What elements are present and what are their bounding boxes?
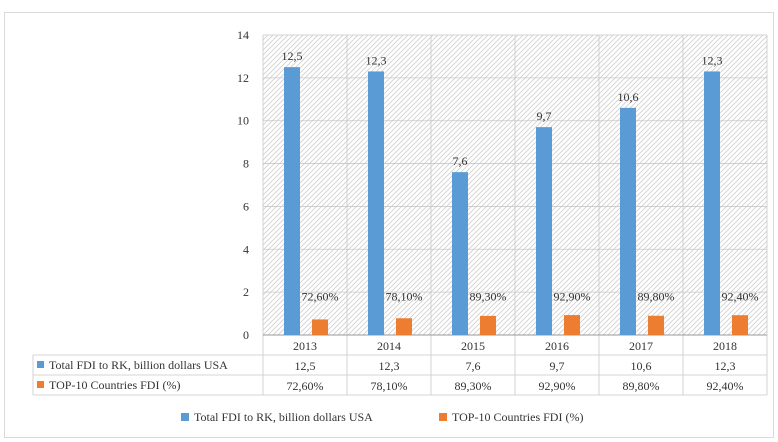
table-cell-top10-fdi: 89,80% [623,379,660,393]
bar-total-fdi [620,107,636,335]
bar-top10-fdi [312,319,328,335]
table-cell-total-fdi: 9,7 [550,359,565,373]
bar-total-fdi [704,71,720,335]
table-cell-top10-fdi: 89,30% [455,379,492,393]
y-tick-label: 10 [237,114,249,128]
data-labels: 12,5 72,60% 12,3 78,10% 7,6 89,30% 9,7 92,90% 10… [282,49,759,304]
bar-total-fdi [284,67,300,335]
x-tick-label: 2014 [377,339,401,353]
data-label-total-fdi: 10,6 [618,90,639,104]
bar-top10-fdi [648,315,664,335]
bar-top10-fdi [396,318,412,335]
data-label-total-fdi: 12,3 [366,53,387,67]
x-tick-label: 2017 [629,339,653,353]
bar-top10-fdi [732,315,748,335]
bar-total-fdi [536,127,552,336]
table-key-top10-fdi [37,381,44,388]
legend-label-total-fdi: Total FDI to RK, billion dollars USA [194,410,373,424]
table-cell-total-fdi: 12,3 [379,359,400,373]
x-tick-label: 2013 [293,339,317,353]
chart-svg: 0 2 4 6 8 10 12 14 12,5 72,60% 12,3 78,10% 7,6 89,30… [32,28,768,424]
y-axis: 0 2 4 6 8 10 12 14 [237,28,767,342]
x-tick-label: 2016 [545,339,569,353]
bars [284,67,748,336]
data-label-total-fdi: 9,7 [537,109,552,123]
legend-label-top10-fdi: TOP-10 Countries FDI (%) [452,410,583,424]
data-label-total-fdi: 12,3 [702,53,723,67]
bar-top10-fdi [480,315,496,335]
bar-total-fdi [368,71,384,335]
data-table: 2013 12,5 72,60% 2014 12,3 78,10% 2015 7,6 89,30… [32,339,767,396]
table-row-header-top10-fdi: TOP-10 Countries FDI (%) [49,378,180,392]
data-label-total-fdi: 12,5 [282,49,303,63]
chart-frame: 0 2 4 6 8 10 12 14 12,5 72,60% 12,3 78,10% 7,6 89,30… [4,12,774,438]
table-cell-top10-fdi: 92,40% [707,379,744,393]
data-label-total-fdi: 7,6 [453,154,468,168]
table-cell-top10-fdi: 78,10% [371,379,408,393]
table-key-total-fdi [37,361,44,368]
data-label-top10-fdi: 72,60% [302,290,339,304]
legend-swatch-top10-fdi [439,413,447,421]
data-label-top10-fdi: 92,40% [722,290,759,304]
y-tick-label: 14 [237,28,249,42]
x-tick-label: 2015 [461,339,485,353]
table-cell-total-fdi: 12,3 [715,359,736,373]
y-tick-label: 0 [243,328,249,342]
table-cell-total-fdi: 7,6 [466,359,481,373]
data-label-top10-fdi: 89,80% [638,290,675,304]
x-tick-label: 2018 [713,339,737,353]
y-tick-label: 6 [243,199,249,213]
table-cell-top10-fdi: 92,90% [539,379,576,393]
y-tick-label: 8 [243,157,249,171]
data-label-top10-fdi: 89,30% [470,290,507,304]
y-tick-label: 4 [243,242,249,256]
table-cell-total-fdi: 10,6 [631,359,652,373]
y-tick-label: 12 [237,71,249,85]
table-row-header-total-fdi: Total FDI to RK, billion dollars USA [49,358,228,372]
y-tick-label: 2 [243,285,249,299]
legend: Total FDI to RK, billion dollars USA TOP-… [181,410,583,424]
bar-total-fdi [452,172,468,335]
table-cell-total-fdi: 12,5 [295,359,316,373]
data-label-top10-fdi: 78,10% [386,290,423,304]
data-label-top10-fdi: 92,90% [554,290,591,304]
bar-top10-fdi [564,315,580,335]
legend-swatch-total-fdi [181,413,189,421]
table-cell-top10-fdi: 72,60% [287,379,324,393]
